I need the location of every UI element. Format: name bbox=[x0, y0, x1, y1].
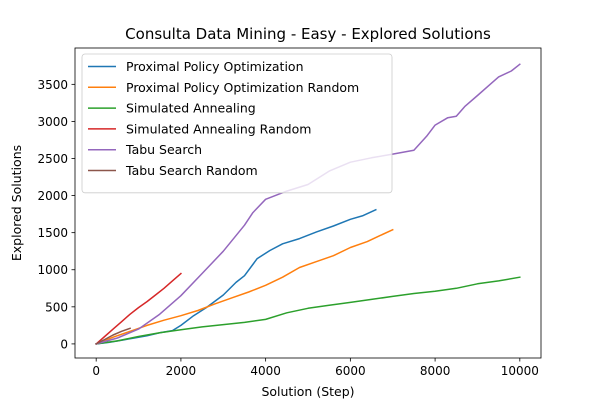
plot-area bbox=[95, 63, 521, 345]
legend-box bbox=[81, 53, 393, 194]
legend-label-5: Tabu Search Random bbox=[125, 163, 258, 178]
y-tick-label-0: 0 bbox=[60, 337, 68, 351]
legend-label-0: Proximal Policy Optimization bbox=[126, 59, 304, 74]
y-axis-label: Explored Solutions bbox=[9, 145, 24, 261]
legend-label-2: Simulated Annealing bbox=[126, 101, 256, 116]
x-tick-label-1: 2000 bbox=[166, 364, 197, 378]
y-tick-label-5: 2500 bbox=[37, 152, 68, 166]
y-tick-label-2: 1000 bbox=[37, 263, 68, 277]
x-tick-label-5: 10000 bbox=[501, 364, 539, 378]
x-axis: 0 2000 4000 6000 8000 10000 bbox=[92, 358, 539, 378]
series-line-3 bbox=[95, 272, 182, 345]
legend-label-1: Proximal Policy Optimization Random bbox=[126, 80, 359, 95]
y-tick-label-7: 3500 bbox=[37, 78, 68, 92]
x-tick-label-0: 0 bbox=[92, 364, 100, 378]
y-tick-label-6: 3000 bbox=[37, 115, 68, 129]
x-axis-label: Solution (Step) bbox=[261, 384, 354, 399]
x-tick-label-3: 6000 bbox=[335, 364, 366, 378]
series-line-1 bbox=[95, 228, 394, 345]
y-tick-label-3: 1500 bbox=[37, 226, 68, 240]
y-tick-label-4: 2000 bbox=[37, 189, 68, 203]
legend-label-4: Tabu Search bbox=[125, 142, 202, 157]
plot-frame bbox=[74, 47, 542, 359]
series-line-2 bbox=[95, 276, 521, 345]
chart-title: Consulta Data Mining - Easy - Explored S… bbox=[125, 25, 491, 43]
series-line-5 bbox=[95, 327, 132, 345]
series-line-0 bbox=[95, 208, 377, 345]
x-tick-label-4: 8000 bbox=[420, 364, 451, 378]
legend-label-3: Simulated Annealing Random bbox=[126, 121, 311, 136]
legend: Proximal Policy Optimization Proximal Pol… bbox=[81, 53, 393, 194]
x-tick-label-2: 4000 bbox=[250, 364, 281, 378]
y-tick-label-1: 500 bbox=[45, 300, 68, 314]
y-axis: 0 500 1000 1500 2000 2500 3000 3500 bbox=[37, 78, 75, 351]
